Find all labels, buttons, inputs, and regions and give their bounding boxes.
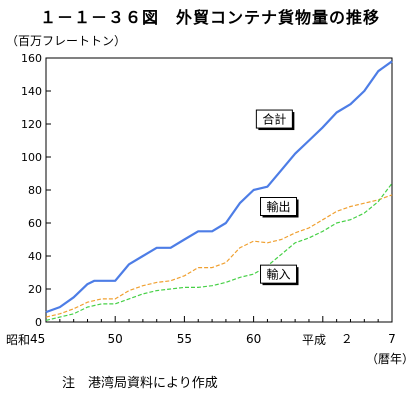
chart-title: １－１－３６図 外貿コンテナ貨物量の推移	[39, 8, 380, 27]
x-axis-unit: （暦年）	[366, 352, 415, 366]
x-tick-label: 50	[108, 332, 123, 346]
y-axis-ticks: 0 20 40 60 80 100 120 140 160	[21, 52, 51, 329]
y-tick-label: 100	[21, 151, 42, 164]
series-label: 合計	[262, 112, 286, 127]
label-box	[260, 197, 298, 216]
x-tick-label: ２	[341, 332, 353, 346]
source-note: 注 港湾局資料により作成	[62, 376, 218, 391]
series-line	[45, 183, 393, 321]
x-tick-label: 60	[246, 332, 261, 346]
y-tick-label: 0	[35, 316, 42, 329]
era-showa-label: 昭和	[6, 333, 31, 347]
x-tick-label: 7	[388, 332, 396, 346]
series-lines	[45, 60, 393, 321]
y-tick-label: 160	[21, 52, 42, 65]
series-line	[45, 194, 393, 318]
x-tick-label: 45	[30, 332, 45, 346]
plot-frame	[45, 57, 393, 323]
label-box	[255, 109, 293, 129]
label-box	[260, 264, 298, 284]
series-label: 輸出	[267, 199, 291, 214]
y-tick-label: 140	[21, 85, 42, 98]
y-tick-label: 80	[28, 184, 42, 197]
y-tick-label: 20	[28, 283, 42, 296]
y-tick-label: 60	[28, 217, 42, 230]
x-axis-ticks: 45 50 55 60 ２ 7	[30, 316, 396, 346]
series-label: 輸入	[267, 267, 291, 282]
series-line	[45, 60, 393, 314]
y-axis-unit: （百万フレートトン）	[6, 34, 127, 48]
y-tick-label: 40	[28, 250, 42, 263]
era-heisei-label: 平成	[302, 333, 327, 347]
y-tick-label: 120	[21, 118, 42, 131]
x-tick-label: 55	[177, 332, 192, 346]
